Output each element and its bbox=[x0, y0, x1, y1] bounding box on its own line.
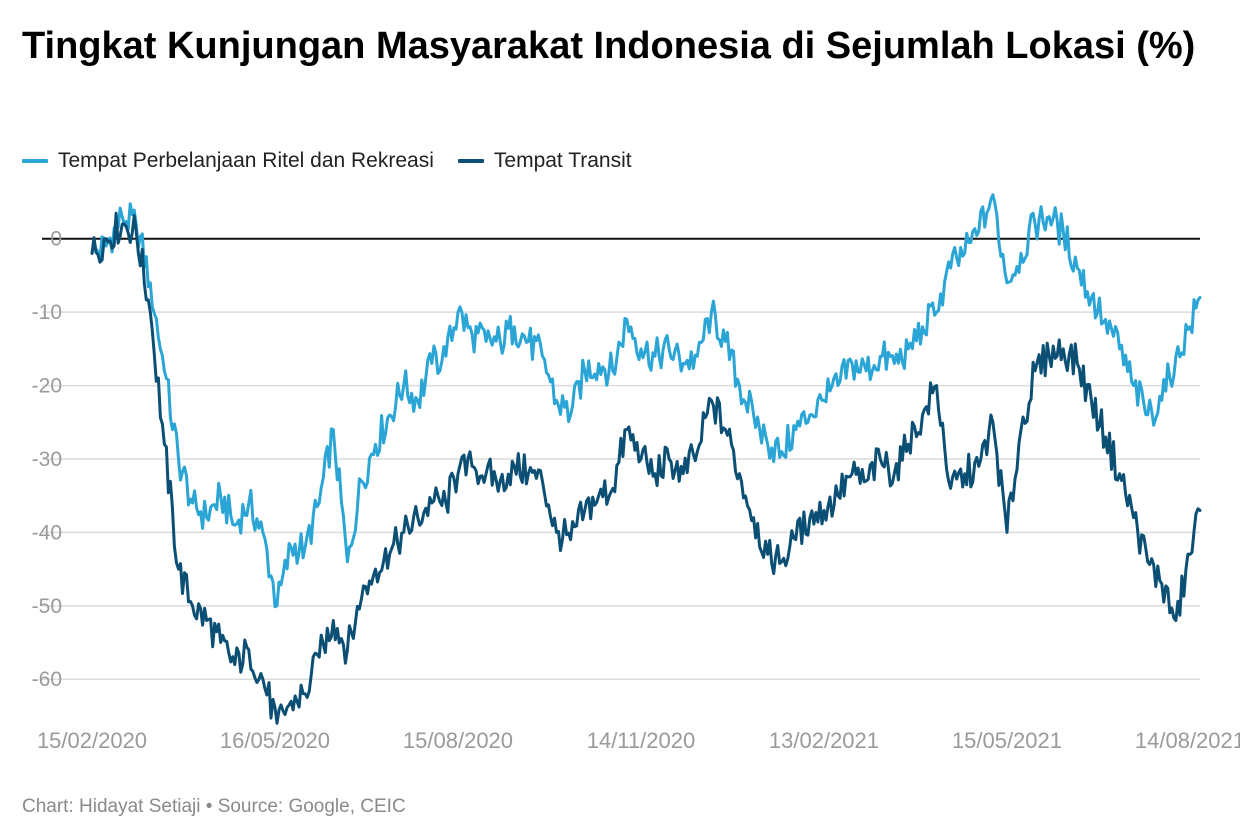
y-tick-label: -30 bbox=[32, 448, 62, 471]
x-tick-label: 15/02/2020 bbox=[37, 728, 147, 753]
chart-footer: Chart: Hidayat Setiaji • Source: Google,… bbox=[22, 796, 406, 818]
series-line-retail bbox=[90, 193, 1202, 609]
legend: Tempat Perbelanjaan Ritel dan Rekreasi T… bbox=[22, 146, 656, 176]
chart-source: Source: Google, CEIC bbox=[217, 796, 406, 817]
series-lines bbox=[90, 193, 1202, 725]
gridlines bbox=[42, 237, 1200, 680]
footer-separator: • bbox=[200, 796, 218, 817]
x-tick-label: 15/05/2021 bbox=[952, 728, 1062, 753]
y-tick-label: -40 bbox=[32, 521, 62, 544]
chart-credit: Chart: Hidayat Setiaji bbox=[22, 796, 201, 817]
series-line-transit bbox=[90, 211, 1202, 725]
y-axis-tick-labels: 0 -10 -20 -30 -40 -50 -60 bbox=[32, 228, 62, 692]
x-tick-label: 13/02/2021 bbox=[769, 728, 879, 753]
x-tick-label: 14/11/2020 bbox=[587, 728, 695, 753]
x-tick-label: 15/08/2020 bbox=[403, 728, 513, 753]
x-axis-tick-labels: 15/02/2020 16/05/2020 15/08/2020 14/11/2020… bbox=[37, 728, 1240, 753]
legend-swatch-retail bbox=[22, 159, 48, 163]
legend-item-retail: Tempat Perbelanjaan Ritel dan Rekreasi bbox=[22, 149, 434, 173]
x-tick-label: 16/05/2020 bbox=[220, 728, 330, 753]
line-chart: 0 -10 -20 -30 -40 -50 -60 15/02/2020 16/05/2020… bbox=[32, 193, 1240, 753]
legend-label-transit: Tempat Transit bbox=[493, 149, 632, 172]
y-tick-label: -50 bbox=[32, 595, 62, 618]
y-tick-label: -10 bbox=[32, 301, 62, 324]
legend-label-retail: Tempat Perbelanjaan Ritel dan Rekreasi bbox=[58, 149, 434, 172]
y-tick-label: -20 bbox=[32, 375, 62, 398]
y-tick-label: -60 bbox=[32, 668, 62, 691]
x-tick-label: 14/08/2021 bbox=[1135, 728, 1240, 753]
legend-item-transit: Tempat Transit bbox=[457, 149, 632, 173]
chart-title: Tingkat Kunjungan Masyarakat Indonesia d… bbox=[22, 25, 1196, 67]
y-tick-label: 0 bbox=[50, 228, 62, 251]
legend-swatch-transit bbox=[457, 159, 484, 163]
